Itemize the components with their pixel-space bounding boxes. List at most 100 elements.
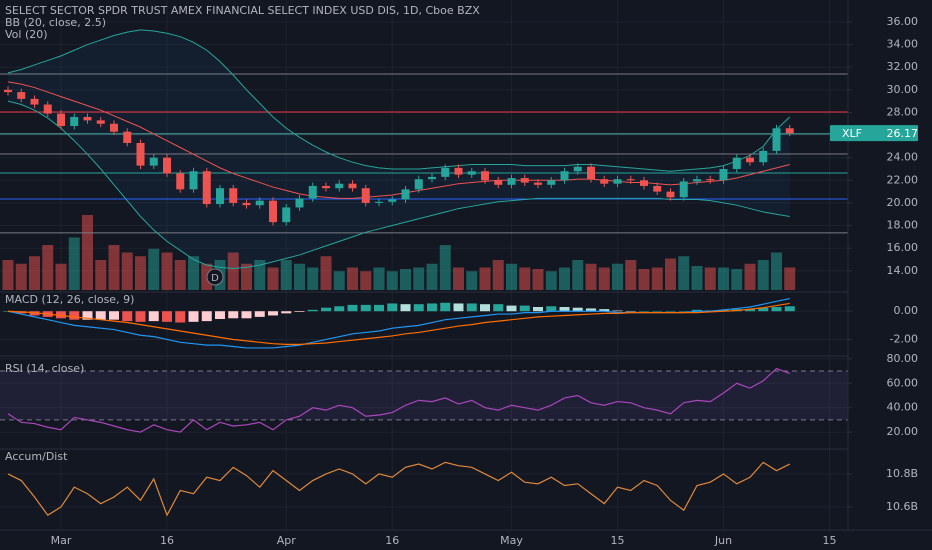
price-tag — [830, 125, 918, 142]
x-tick-label: 16 — [385, 534, 399, 547]
volume-bar — [386, 271, 398, 290]
candle-body — [361, 188, 370, 203]
x-tick-label: Jun — [714, 534, 732, 547]
dividend-marker[interactable]: D — [206, 268, 224, 286]
indicator-title: Vol (20) — [5, 28, 48, 41]
y-tick-label: 22.00 — [887, 173, 919, 186]
candle-body — [149, 157, 158, 166]
candle-body — [375, 201, 383, 203]
macd-histogram-bar — [281, 311, 292, 314]
bb-upper — [7, 29, 791, 172]
volume-bar — [731, 269, 743, 290]
macd-histogram-bar — [480, 304, 490, 312]
volume-bar — [598, 267, 610, 290]
candle-body — [785, 128, 794, 134]
indicator-line — [7, 367, 790, 433]
candle-body — [176, 173, 185, 190]
y-tick-label: 18.00 — [887, 219, 919, 232]
macd-histogram-bar — [95, 311, 106, 320]
candle-body — [706, 179, 715, 181]
candle-body — [454, 167, 463, 175]
volume-bar — [360, 271, 372, 290]
axis: Mar 16 Apr 16 May 15 Jun 15 14.00 16.00 18.00 20.00… — [51, 15, 918, 547]
volume-bar — [704, 267, 716, 290]
macd-histogram-bar — [69, 311, 80, 320]
macd-histogram-bar — [148, 311, 159, 322]
macd-histogram-bar — [758, 307, 769, 312]
candle-body — [587, 166, 595, 180]
volume-bar — [135, 256, 146, 290]
macd-histogram-bar — [586, 308, 596, 312]
candle-body — [322, 185, 330, 189]
volume-bar — [585, 263, 597, 290]
volume-bar — [771, 252, 782, 290]
candle-body — [547, 180, 556, 185]
candle-body — [163, 157, 171, 174]
macd-histogram-bar — [519, 305, 530, 312]
volume-bar — [29, 256, 40, 290]
volume-bar — [400, 269, 411, 290]
macd-histogram-bar — [334, 306, 345, 312]
symbol-label: XLF — [842, 127, 862, 140]
macd-histogram-bar — [440, 302, 451, 312]
volume-bar — [15, 263, 27, 290]
candle-body — [481, 171, 489, 181]
candle-body — [494, 180, 503, 185]
candle-body — [653, 185, 662, 192]
candle-body — [57, 113, 65, 127]
volume-bar — [2, 260, 14, 290]
volume-bar — [466, 271, 478, 290]
macd-histogram-bar — [771, 307, 782, 312]
bb-fill — [8, 29, 790, 269]
candle-body — [401, 189, 410, 200]
macd-histogram-bar — [321, 307, 331, 312]
x-tick-label: 15 — [823, 534, 837, 547]
macd-histogram-bar — [254, 311, 265, 317]
candle-body — [772, 128, 781, 151]
volume-bar — [426, 263, 438, 290]
candle-body — [110, 123, 118, 132]
volume-bar — [347, 267, 358, 290]
volume-bar — [188, 256, 199, 290]
volume-bar — [307, 267, 319, 290]
macd-histogram-bar — [135, 311, 146, 322]
candle-body — [534, 182, 542, 185]
candle-body — [507, 178, 516, 185]
candle-body — [17, 92, 26, 99]
indicator-title: MACD (12, 26, close, 9) — [5, 293, 134, 306]
volume-bar — [280, 260, 292, 290]
x-tick-label: Apr — [277, 534, 297, 547]
macd-histogram-bar — [427, 303, 437, 312]
volume-bar — [545, 271, 557, 290]
volume-bar — [333, 271, 345, 290]
volume-bar — [42, 245, 54, 290]
candle-body — [759, 150, 768, 163]
candle-body — [693, 179, 701, 182]
candle-body — [441, 167, 450, 177]
macd-histogram-bar — [533, 307, 543, 312]
dividend-label[interactable]: D — [211, 273, 219, 284]
price-label: 26.17 — [887, 127, 919, 140]
candle-body — [295, 198, 304, 208]
macd-histogram-bar — [572, 307, 583, 312]
y-tick-label: 10.6B — [886, 500, 918, 513]
volume-bar — [439, 245, 451, 290]
candle-body — [30, 98, 39, 105]
volume-bar — [559, 267, 570, 290]
volume-bar — [612, 263, 623, 290]
candle-body — [613, 179, 622, 184]
y-tick-label: 30.00 — [887, 83, 919, 96]
y-tick-label: 40.00 — [887, 401, 919, 414]
dividend-circle[interactable] — [206, 268, 224, 286]
candle-body — [520, 178, 529, 183]
candle-body — [216, 188, 224, 205]
macd-histogram-bar — [268, 311, 278, 316]
macd-histogram-bar — [56, 311, 66, 319]
volume-bar — [241, 263, 252, 290]
volume-bar — [519, 267, 531, 290]
rsi-band-fill — [0, 371, 848, 420]
candle-body — [70, 116, 79, 127]
macd-histogram-bar — [599, 309, 610, 312]
volume-bar — [108, 245, 120, 290]
